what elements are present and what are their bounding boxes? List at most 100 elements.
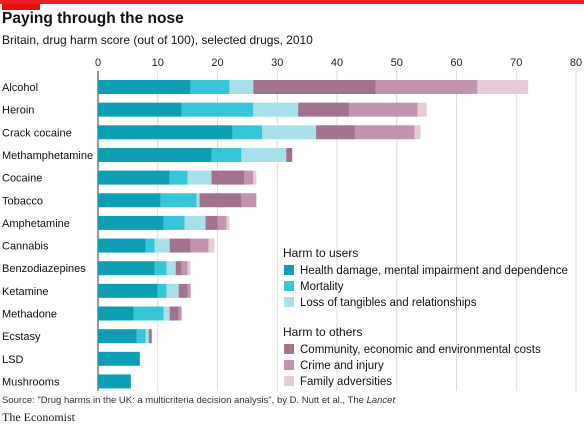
bar-segment xyxy=(241,147,287,162)
bar-segment xyxy=(253,102,299,117)
bar-segment xyxy=(98,306,134,321)
brand-red-tab xyxy=(2,4,40,10)
bar-segment xyxy=(98,215,164,230)
legend-label: Mortality xyxy=(300,281,344,293)
bar-segment xyxy=(166,261,176,276)
x-tick-label: 10 xyxy=(152,57,164,69)
category-label: Ecstasy xyxy=(2,331,41,343)
bar-segment xyxy=(208,238,215,253)
x-tick-label: 0 xyxy=(95,57,101,69)
x-tick-label: 70 xyxy=(510,57,522,69)
bar-segment xyxy=(241,193,257,208)
bar-segment xyxy=(211,170,245,185)
x-tick-label: 60 xyxy=(450,57,462,69)
x-tick-label: 80 xyxy=(570,57,582,69)
legend-label: Health damage, mental impairment and dep… xyxy=(300,265,568,277)
legend-label: Crime and injury xyxy=(300,360,384,372)
legend-swatch xyxy=(284,265,294,275)
x-tick-label: 20 xyxy=(211,57,223,69)
bar-segment xyxy=(232,125,263,140)
source-text: Source: "Drug harms in the UK: a multicr… xyxy=(2,395,367,406)
bar-segment xyxy=(354,125,415,140)
bar-segment xyxy=(187,170,212,185)
bar-segment xyxy=(98,193,161,208)
bar-segment xyxy=(286,147,293,162)
bar-segment xyxy=(375,80,478,94)
bar-segment xyxy=(414,125,421,140)
bar-segment xyxy=(298,102,349,117)
bar-segment xyxy=(417,102,427,117)
bar-segment xyxy=(348,102,418,117)
bar-segment xyxy=(98,102,182,117)
bar-segment xyxy=(196,193,200,208)
category-label: Tobacco xyxy=(2,195,43,207)
bar-segment xyxy=(178,306,182,321)
publisher-brand: The Economist xyxy=(2,410,75,424)
bar-segment xyxy=(178,283,188,298)
source-note: Source: "Drug harms in the UK: a multicr… xyxy=(2,395,395,406)
bar-segment xyxy=(181,102,254,117)
bar-segment xyxy=(244,170,254,185)
category-label: Cannabis xyxy=(2,241,49,253)
legend-group-title: Harm to others xyxy=(283,325,362,339)
bar-segment xyxy=(98,238,146,253)
bar-segment xyxy=(205,215,218,230)
bar-segment xyxy=(184,215,206,230)
bar-segment xyxy=(262,125,317,140)
x-tick-label: 40 xyxy=(331,57,343,69)
category-label: LSD xyxy=(2,354,23,366)
source-journal: Lancet xyxy=(366,395,396,406)
category-label: Heroin xyxy=(2,105,34,117)
x-tick-label: 30 xyxy=(271,57,283,69)
bar-segment xyxy=(160,193,197,208)
bar-segment xyxy=(199,193,242,208)
bar-segment xyxy=(166,283,179,298)
legend-swatch xyxy=(284,360,294,370)
bar-segment xyxy=(217,215,227,230)
legend-swatch xyxy=(284,344,294,354)
top-rule xyxy=(0,0,584,4)
bar-segment xyxy=(154,238,170,253)
bar-segment xyxy=(98,80,191,94)
bar-segment xyxy=(154,261,167,276)
bar-segment xyxy=(253,170,257,185)
bar-segment xyxy=(316,125,355,140)
bar-segment xyxy=(175,261,182,276)
category-label: Cocaine xyxy=(2,173,42,185)
category-label: Methamphetamine xyxy=(2,150,93,162)
chart-subtitle: Britain, drug harm score (out of 100), s… xyxy=(2,33,313,47)
bar-segment xyxy=(148,329,152,344)
legend-label: Loss of tangibles and relationships xyxy=(300,297,477,309)
legend-swatch xyxy=(284,376,294,386)
bar-segment xyxy=(169,170,188,185)
bar-segment xyxy=(253,80,376,94)
bar-segment xyxy=(187,261,191,276)
bar-segment xyxy=(145,329,149,344)
chart-title: Paying through the nose xyxy=(2,10,184,27)
bar-segment xyxy=(98,170,170,185)
legend-label: Community, economic and environmental co… xyxy=(300,344,541,356)
bar-segment xyxy=(211,147,242,162)
stacked-bar-chart: 0 10 20 30 40 50 60 70 80 Alcohol Heroin Crack coca… xyxy=(2,57,582,391)
bar-segment xyxy=(133,306,164,321)
bar-segment xyxy=(229,80,254,94)
bar-segment xyxy=(187,283,191,298)
bar-segment xyxy=(145,238,155,253)
bar-segment xyxy=(98,351,140,366)
bar-segment xyxy=(98,125,233,140)
bar-segment xyxy=(169,238,191,253)
bar-segment xyxy=(98,147,212,162)
bar-segment xyxy=(190,238,209,253)
bar-segment xyxy=(190,80,230,94)
category-label: Crack cocaine xyxy=(2,127,72,139)
category-label: Ketamine xyxy=(2,286,48,298)
legend-swatch xyxy=(284,297,294,307)
category-label: Amphetamine xyxy=(2,218,70,230)
bar-segment xyxy=(169,306,179,321)
x-tick-label: 50 xyxy=(391,57,403,69)
legend-group-title: Harm to users xyxy=(283,246,358,260)
bar-segment xyxy=(226,215,230,230)
bar-segment xyxy=(98,261,155,276)
category-label: Mushrooms xyxy=(2,376,60,388)
bar-segment xyxy=(181,261,188,276)
